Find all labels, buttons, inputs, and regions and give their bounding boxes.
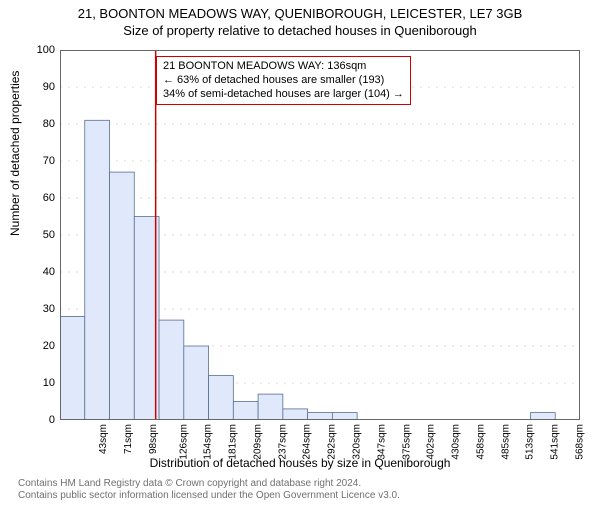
callout-box: 21 BOONTON MEADOWS WAY: 136sqm ← 63% of … (156, 56, 411, 105)
y-tick-label: 10 (43, 377, 55, 389)
x-tick-label: 458sqm (475, 424, 486, 460)
callout-line-1: 21 BOONTON MEADOWS WAY: 136sqm (163, 60, 404, 74)
x-tick-label: 154sqm (203, 424, 214, 460)
x-tick-label: 98sqm (148, 424, 159, 454)
y-tick-label: 100 (37, 44, 55, 56)
chart-area: 0102030405060708090100 43sqm71sqm98sqm12… (60, 50, 580, 420)
y-tick-label: 20 (43, 340, 55, 352)
x-tick-label: 237sqm (277, 424, 288, 460)
callout-line-2: ← 63% of detached houses are smaller (19… (163, 74, 404, 88)
x-axis-label: Distribution of detached houses by size … (0, 456, 600, 470)
x-tick-label: 264sqm (302, 424, 313, 460)
page-title-1: 21, BOONTON MEADOWS WAY, QUENIBOROUGH, L… (0, 6, 600, 21)
callout-line-3: 34% of semi-detached houses are larger (… (163, 88, 404, 102)
x-tick-label: 71sqm (123, 424, 134, 454)
y-tick-label: 60 (43, 192, 55, 204)
footer-line-1: Contains HM Land Registry data © Crown c… (18, 478, 400, 490)
y-tick-label: 30 (43, 303, 55, 315)
x-tick-label: 126sqm (178, 424, 189, 460)
footer-line-2: Contains public sector information licen… (18, 490, 400, 502)
x-tick-label: 402sqm (426, 424, 437, 460)
y-tick-label: 70 (43, 155, 55, 167)
x-tick-label: 347sqm (376, 424, 387, 460)
y-axis-label: Number of detached properties (8, 71, 22, 236)
x-tick-label: 320sqm (352, 424, 363, 460)
histogram-plot (60, 50, 580, 420)
x-tick-label: 181sqm (228, 424, 239, 460)
y-tick-label: 0 (49, 414, 55, 426)
x-tick-label: 292sqm (327, 424, 338, 460)
y-tick-label: 40 (43, 266, 55, 278)
x-tick-label: 209sqm (253, 424, 264, 460)
y-tick-label: 90 (43, 81, 55, 93)
x-tick-label: 568sqm (574, 424, 585, 460)
y-tick-label: 50 (43, 229, 55, 241)
x-tick-label: 541sqm (550, 424, 561, 460)
x-tick-label: 513sqm (525, 424, 536, 460)
x-tick-label: 485sqm (500, 424, 511, 460)
y-tick-label: 80 (43, 118, 55, 130)
x-tick-label: 43sqm (98, 424, 109, 454)
x-tick-label: 375sqm (401, 424, 412, 460)
page-title-2: Size of property relative to detached ho… (0, 23, 600, 38)
x-tick-label: 430sqm (451, 424, 462, 460)
footer-text: Contains HM Land Registry data © Crown c… (18, 478, 400, 502)
